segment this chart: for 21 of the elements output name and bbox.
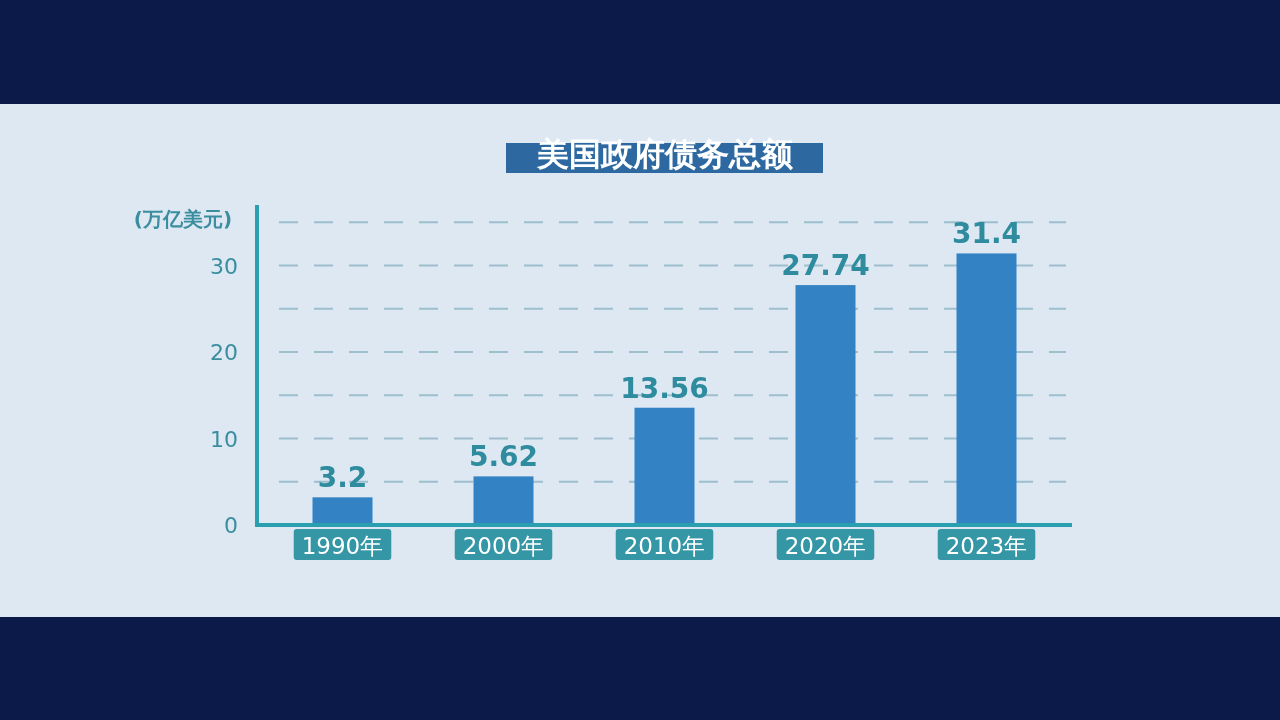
x-tick-label: 2023年: [945, 533, 1028, 559]
bar: [634, 407, 695, 525]
x-tick-label: 2020年: [784, 533, 867, 559]
y-tick-label: 20: [210, 340, 238, 366]
x-tick-label: 1990年: [301, 533, 384, 559]
data-label: 5.62: [468, 440, 539, 474]
chart-title: 美国政府债务总额: [536, 135, 793, 173]
y-axis-title: (万亿美元): [133, 207, 233, 231]
data-label: 13.56: [620, 371, 709, 405]
y-tick-label: 0: [224, 513, 238, 538]
bar: [956, 253, 1017, 525]
bar: [795, 285, 856, 525]
x-tick-label: 2010年: [623, 533, 706, 559]
bar: [312, 497, 373, 525]
y-tick-label: 30: [210, 253, 238, 279]
x-tick-label: 2000年: [462, 533, 545, 559]
y-tick-label: 10: [210, 426, 238, 452]
data-label: 31.4: [951, 217, 1022, 251]
data-label: 27.74: [781, 249, 870, 283]
bar: [473, 476, 534, 525]
data-label: 3.2: [317, 461, 368, 495]
